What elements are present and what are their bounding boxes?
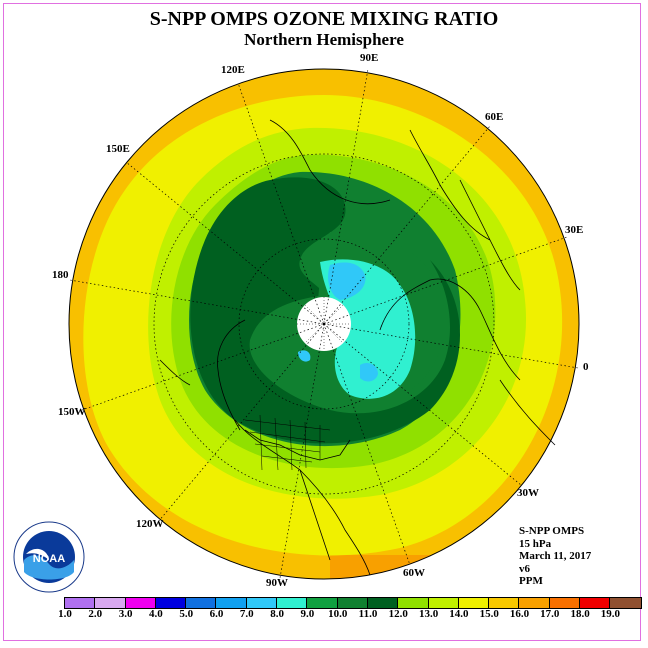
colorbar-labels: 1.0 2.0 3.0 4.0 5.0 6.0 7.0 8.0 9.0 10.0 11.0 12.0 1… — [0, 608, 648, 622]
lon-label-90e: 90E — [360, 52, 378, 64]
info-instrument: S-NPP OMPS — [519, 525, 585, 537]
colorbar-tick-label: 9.0 — [300, 608, 315, 620]
colorbar-tick-label: 4.0 — [149, 608, 163, 620]
noaa-logo: NOAA — [13, 521, 85, 593]
colorbar-segment — [489, 598, 520, 608]
colorbar-tick-label: 19.0 — [600, 608, 621, 620]
colorbar-segment — [519, 598, 550, 608]
lon-label-120e: 120E — [221, 64, 245, 76]
colorbar — [64, 597, 642, 609]
band-15-16 — [330, 555, 450, 579]
map-subtitle: Northern Hemisphere — [244, 30, 404, 49]
colorbar-tick-label: 12.0 — [388, 608, 408, 620]
colorbar-segment — [428, 598, 459, 608]
colorbar-segment — [337, 598, 368, 608]
figure-frame — [3, 3, 641, 641]
colorbar-segment — [95, 598, 126, 608]
info-units: PPM — [519, 575, 543, 587]
colorbar-segment — [307, 598, 338, 608]
map-title: S-NPP OMPS OZONE MIXING RATIO — [149, 8, 499, 30]
colorbar-segment — [216, 598, 247, 608]
lon-label-60w: 60W — [403, 567, 425, 579]
colorbar-tick-label: 1.0 — [58, 608, 72, 620]
colorbar-tick-label: 14.0 — [449, 608, 469, 620]
colorbar-segment — [277, 598, 308, 608]
colorbar-segment — [155, 598, 187, 608]
lon-label-30e: 30E — [565, 224, 583, 236]
lon-label-30w: 30W — [517, 487, 539, 499]
colorbar-tick-label: 16.0 — [509, 608, 530, 620]
band-7-8 — [328, 262, 366, 300]
colorbar-tick-label: 5.0 — [179, 608, 194, 620]
band-7-8-small — [360, 363, 378, 382]
colorbar-tick-label: 17.0 — [540, 608, 560, 620]
colorbar-tick-label: 8.0 — [270, 608, 284, 620]
coastlines — [159, 119, 556, 576]
lon-label-90w: 90W — [266, 577, 288, 589]
lon-label-0: 0 — [583, 361, 589, 373]
colorbar-segment — [610, 598, 641, 608]
colorbar-segment — [246, 598, 278, 608]
colorbar-tick-label: 10.0 — [328, 608, 348, 620]
info-pressure: 15 hPa — [519, 537, 552, 550]
colorbar-tick-label: 2.0 — [88, 608, 103, 620]
graticule — [69, 68, 579, 579]
colorbar-segment — [398, 598, 429, 608]
colorbar-tick-label: 13.0 — [418, 608, 439, 620]
colorbar-segment — [125, 598, 156, 608]
colorbar-tick-label: 18.0 — [570, 608, 590, 620]
lon-label-150e: 150E — [106, 143, 130, 155]
lon-label-180: 180 — [52, 269, 69, 281]
colorbar-tick-label: 11.0 — [358, 608, 378, 620]
lon-label-60e: 60E — [485, 111, 503, 123]
colorbar-tick-label: 6.0 — [209, 608, 224, 620]
colorbar-segment — [458, 598, 490, 608]
map-boundary — [68, 68, 580, 580]
colorbar-tick-label: 3.0 — [118, 608, 133, 620]
colorbar-segment — [65, 598, 96, 608]
colorbar-segment — [580, 598, 611, 608]
colorbar-segment — [549, 598, 581, 608]
lon-label-120w: 120W — [136, 518, 164, 530]
colorbar-segment — [186, 598, 217, 608]
info-version: v6 — [519, 562, 530, 575]
colorbar-tick-label: 7.0 — [239, 608, 254, 620]
state-borders — [244, 414, 331, 471]
lon-label-150w: 150W — [58, 406, 86, 418]
noaa-logo-text: NOAA — [33, 553, 65, 565]
colorbar-tick-label: 15.0 — [479, 608, 499, 620]
info-date: March 11, 2017 — [519, 550, 592, 562]
info-panel: S-NPP OMPS 15 hPa March 11, 2017 v6 PPM — [519, 525, 591, 588]
band-7-8-small-2 — [298, 350, 311, 362]
colorbar-segment — [367, 598, 399, 608]
